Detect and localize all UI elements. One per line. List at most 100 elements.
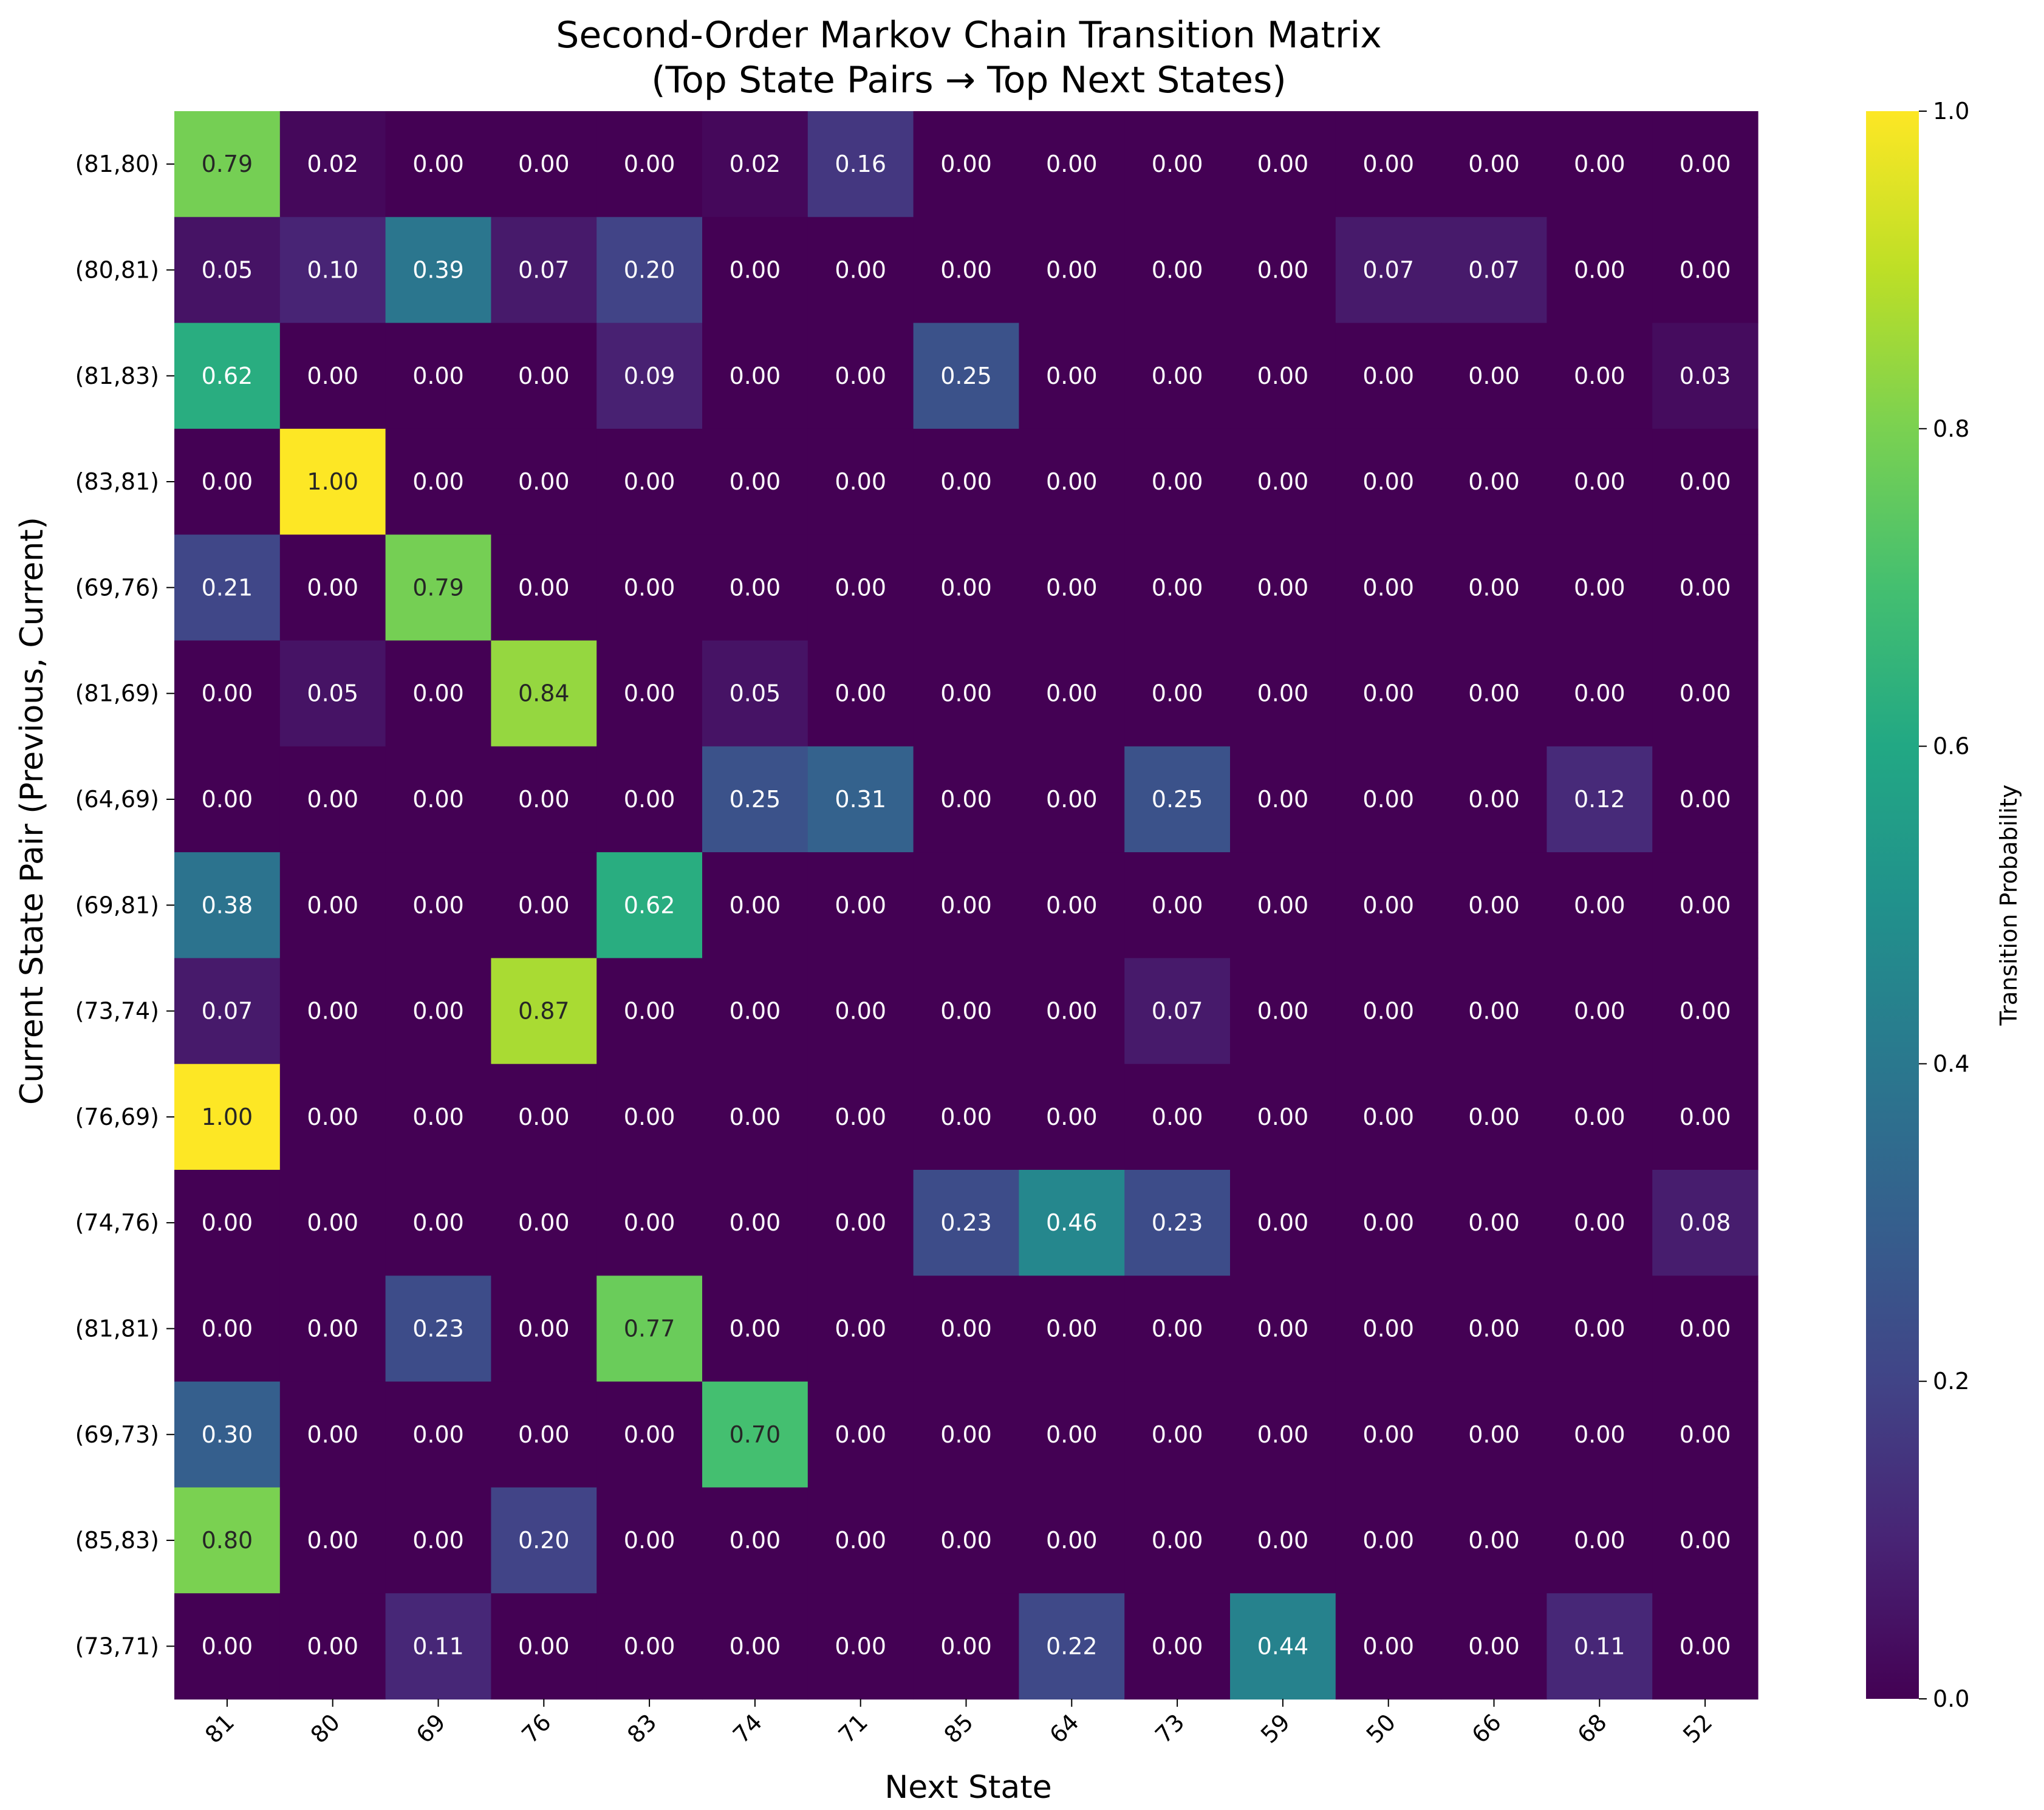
cell-value-label: 0.11 bbox=[412, 1633, 464, 1659]
cell-value-label: 0.00 bbox=[730, 1527, 781, 1554]
heatmap-cell bbox=[702, 1381, 808, 1488]
cell-value-label: 0.23 bbox=[1152, 1209, 1203, 1236]
cell-value-label: 0.00 bbox=[1680, 1421, 1731, 1448]
heatmap-cell bbox=[1124, 534, 1231, 641]
cell-value-label: 0.00 bbox=[835, 1421, 886, 1448]
heatmap-cell bbox=[1652, 1064, 1759, 1170]
cell-value-label: 0.00 bbox=[1046, 998, 1098, 1025]
cell-value-label: 0.00 bbox=[412, 1209, 464, 1236]
cell-value-label: 0.25 bbox=[1152, 786, 1203, 813]
cell-value-label: 0.00 bbox=[1468, 1527, 1520, 1554]
heatmap-cell bbox=[279, 1064, 386, 1170]
cell-value-label: 0.00 bbox=[730, 1104, 781, 1130]
heatmap-cell bbox=[385, 534, 491, 641]
y-tick-label: (74,76) bbox=[75, 1209, 159, 1236]
x-tick-label: 68 bbox=[1572, 1709, 1612, 1748]
heatmap-cell bbox=[1124, 640, 1231, 747]
cell-value-label: 0.00 bbox=[730, 363, 781, 389]
cell-value-label: 0.00 bbox=[1046, 256, 1098, 283]
x-tick-label: 66 bbox=[1467, 1709, 1506, 1748]
cell-value-label: 0.00 bbox=[730, 574, 781, 601]
heatmap-cell bbox=[1547, 1593, 1653, 1700]
heatmap-cell bbox=[807, 323, 914, 429]
cell-value-label: 0.00 bbox=[1152, 1633, 1203, 1659]
heatmap-cell bbox=[1230, 217, 1336, 324]
heatmap-cell bbox=[385, 1487, 491, 1594]
cell-value-label: 0.00 bbox=[412, 468, 464, 495]
x-tick-label: 80 bbox=[306, 1709, 345, 1748]
heatmap-cell bbox=[1019, 640, 1125, 747]
cell-value-label: 0.00 bbox=[202, 1633, 253, 1659]
heatmap-cell bbox=[1335, 1487, 1442, 1594]
cell-value-label: 0.00 bbox=[624, 680, 675, 707]
cell-value-label: 0.00 bbox=[1680, 1315, 1731, 1342]
heatmap-cell bbox=[385, 1064, 491, 1170]
heatmap-cell bbox=[385, 1170, 491, 1276]
cell-value-label: 0.00 bbox=[940, 892, 992, 918]
x-tick-label: 81 bbox=[200, 1709, 239, 1748]
cell-value-label: 0.00 bbox=[730, 1315, 781, 1342]
cell-value-label: 0.00 bbox=[518, 363, 570, 389]
cell-value-label: 0.00 bbox=[624, 1633, 675, 1659]
cell-value-label: 0.00 bbox=[1680, 151, 1731, 177]
cell-value-label: 0.00 bbox=[1680, 680, 1731, 707]
cell-value-label: 0.25 bbox=[730, 786, 781, 813]
heatmap-cell bbox=[807, 428, 914, 535]
heatmap-cell bbox=[491, 958, 597, 1065]
y-tick-label: (76,69) bbox=[75, 1104, 159, 1130]
cell-value-label: 0.00 bbox=[1362, 1209, 1414, 1236]
cell-value-label: 0.39 bbox=[412, 256, 464, 283]
heatmap-cell bbox=[1124, 1170, 1231, 1276]
cell-value-label: 0.00 bbox=[1152, 151, 1203, 177]
y-tick-label: (83,81) bbox=[75, 468, 159, 495]
x-tick-label: 85 bbox=[939, 1709, 979, 1748]
cell-value-label: 0.00 bbox=[412, 1527, 464, 1554]
x-tick-label: 50 bbox=[1361, 1709, 1401, 1748]
heatmap-cell bbox=[1547, 428, 1653, 535]
cell-value-label: 0.00 bbox=[1468, 680, 1520, 707]
cell-value-label: 0.44 bbox=[1257, 1633, 1309, 1659]
heatmap-cell bbox=[1441, 111, 1547, 217]
heatmap-cell bbox=[1441, 1593, 1547, 1700]
cell-value-label: 0.12 bbox=[1574, 786, 1625, 813]
heatmap-cell bbox=[807, 217, 914, 324]
heatmap-cell bbox=[702, 1276, 808, 1382]
heatmap-cell bbox=[913, 1064, 1019, 1170]
heatmap-cell bbox=[1019, 1593, 1125, 1700]
heatmap-cell bbox=[596, 1276, 703, 1382]
heatmap-cell bbox=[1547, 958, 1653, 1065]
heatmap-cell bbox=[1230, 1487, 1336, 1594]
heatmap-cell bbox=[1019, 1276, 1125, 1382]
cell-value-label: 0.80 bbox=[202, 1527, 253, 1554]
heatmap-cell bbox=[1652, 640, 1759, 747]
cell-value-label: 0.00 bbox=[1574, 151, 1625, 177]
heatmap-cell bbox=[1441, 640, 1547, 747]
heatmap-cell bbox=[913, 534, 1019, 641]
heatmap-cell bbox=[385, 1276, 491, 1382]
cell-value-label: 0.00 bbox=[1362, 363, 1414, 389]
cell-value-label: 0.00 bbox=[307, 363, 358, 389]
y-tick-label: (81,80) bbox=[75, 151, 159, 177]
heatmap-cell bbox=[174, 746, 281, 853]
cell-value-label: 0.00 bbox=[1046, 786, 1098, 813]
heatmap-cell bbox=[1124, 217, 1231, 324]
cell-value-label: 0.00 bbox=[1680, 998, 1731, 1025]
heatmap-cell bbox=[1652, 1593, 1759, 1700]
heatmap-cell bbox=[596, 534, 703, 641]
heatmap-cell bbox=[385, 428, 491, 535]
cell-value-label: 0.00 bbox=[518, 1633, 570, 1659]
heatmap-cell bbox=[385, 323, 491, 429]
heatmap-cell bbox=[913, 1276, 1019, 1382]
cell-value-label: 0.00 bbox=[940, 468, 992, 495]
cell-value-label: 0.79 bbox=[202, 151, 253, 177]
heatmap-cell bbox=[279, 428, 386, 535]
cell-value-label: 0.00 bbox=[1152, 1104, 1203, 1130]
heatmap-cell bbox=[1441, 958, 1547, 1065]
cell-value-label: 0.62 bbox=[202, 363, 253, 389]
cell-value-label: 0.00 bbox=[307, 1209, 358, 1236]
y-tick-label: (64,69) bbox=[75, 786, 159, 813]
y-axis-ticks: (81,80) (80,81) (81,83) (83,81) (69,76) (81,6… bbox=[75, 151, 174, 1659]
cell-value-label: 0.00 bbox=[1680, 256, 1731, 283]
cell-value-label: 0.00 bbox=[835, 1209, 886, 1236]
heatmap-cell bbox=[702, 323, 808, 429]
